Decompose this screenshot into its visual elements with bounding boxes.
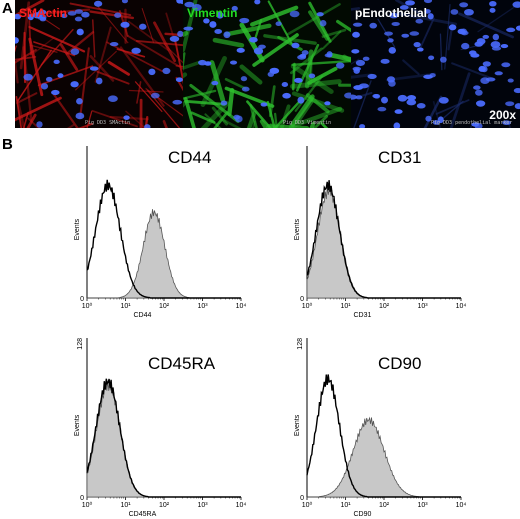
panel-a-letter: A bbox=[2, 0, 13, 17]
x-tick-label: 10⁰ bbox=[302, 501, 313, 509]
histogram-cd31-title: CD31 bbox=[378, 148, 422, 167]
histogram-filled-series bbox=[306, 187, 461, 299]
y-tick-label: 0 bbox=[300, 296, 304, 303]
y-axis-label: Events bbox=[74, 414, 81, 436]
micrograph-label-vimentin: Vimentin bbox=[187, 6, 238, 20]
micrograph-nuclei bbox=[15, 0, 183, 128]
x-tick-label: 10⁴ bbox=[456, 502, 467, 509]
histogram-cd45ra: 0 128 Events 10⁰ 10¹ 10² 10³ 10⁴ CD45RA CD45RA bbox=[60, 332, 260, 519]
histogram-cd90-plot: 0 128 Events 10⁰ 10¹ 10² 10³ 10⁴ CD90 bbox=[294, 338, 467, 518]
y-axis-label: Events bbox=[294, 414, 301, 436]
micrograph-label-smactin: SMActin bbox=[19, 6, 67, 20]
x-tick-label: 10¹ bbox=[120, 502, 131, 509]
x-tick-label: 10¹ bbox=[340, 303, 351, 310]
histogram-cd90: 0 128 Events 10⁰ 10¹ 10² 10³ 10⁴ CD90 CD90 bbox=[280, 332, 480, 519]
micrograph-footer-smactin: Pig DD3 SMActin bbox=[85, 120, 131, 126]
micrograph-nuclei bbox=[351, 0, 520, 128]
x-tick-label: 10³ bbox=[197, 502, 208, 509]
histogram-cd44-plot: 0 Events 10⁰ 10¹ 10² 10³ 10⁴ CD44 bbox=[74, 146, 247, 319]
x-axis-label: CD44 bbox=[133, 312, 151, 319]
micrograph-smactin: SMActin Pig DD3 SMActin bbox=[15, 0, 183, 128]
micrograph-pendothelial: pEndothelial 200x Pig DD3 pendothelial m… bbox=[351, 0, 520, 128]
histogram-cd31-plot: 0 Events 10⁰ 10¹ 10² 10³ 10⁴ CD31 bbox=[294, 146, 467, 319]
magnification-label: 200x bbox=[489, 108, 516, 122]
histogram-filled-series bbox=[87, 209, 241, 299]
x-tick-label: 10⁰ bbox=[82, 501, 93, 509]
micrograph-label-pendothelial: pEndothelial bbox=[355, 6, 427, 20]
x-tick-label: 10³ bbox=[417, 502, 428, 509]
x-tick-label: 10⁰ bbox=[302, 302, 313, 310]
micrograph-vimentin-image bbox=[183, 0, 351, 128]
x-axis-label: CD31 bbox=[353, 312, 371, 319]
y-axis-label: Events bbox=[294, 218, 301, 240]
y-tick-label: 128 bbox=[77, 338, 84, 350]
histogram-cd44: 0 Events 10⁰ 10¹ 10² 10³ 10⁴ CD44 CD44 bbox=[60, 140, 260, 320]
histogram-outline-series bbox=[306, 180, 461, 299]
x-tick-label: 10⁴ bbox=[236, 303, 247, 310]
histogram-outline-series bbox=[306, 374, 461, 498]
histogram-cd31: 0 Events 10⁰ 10¹ 10² 10³ 10⁴ CD31 CD31 bbox=[280, 140, 480, 320]
x-axis-label: CD90 bbox=[353, 511, 371, 518]
micrograph-strip: SMActin Pig DD3 SMActin Vimentin Pig DD3… bbox=[15, 0, 520, 128]
histogram-cd90-title: CD90 bbox=[378, 354, 422, 373]
y-tick-label: 128 bbox=[297, 338, 304, 350]
x-tick-label: 10² bbox=[159, 303, 170, 310]
x-tick-label: 10⁴ bbox=[456, 303, 467, 310]
x-tick-label: 10² bbox=[159, 502, 170, 509]
histogram-cd45ra-title: CD45RA bbox=[148, 354, 216, 373]
micrograph-nuclei bbox=[183, 0, 351, 123]
micrograph-fibers bbox=[183, 0, 351, 128]
y-axis-label: Events bbox=[74, 218, 81, 240]
micrograph-fibers bbox=[351, 0, 520, 128]
y-tick-label: 0 bbox=[80, 296, 84, 303]
x-tick-label: 10¹ bbox=[120, 303, 131, 310]
micrograph-pendothelial-image bbox=[351, 0, 520, 128]
histogram-cd44-title: CD44 bbox=[168, 148, 212, 167]
panel-b-letter: B bbox=[2, 136, 13, 153]
y-tick-label: 0 bbox=[300, 495, 304, 502]
x-tick-label: 10¹ bbox=[340, 502, 351, 509]
histogram-filled-series bbox=[86, 380, 241, 498]
micrograph-vimentin: Vimentin Pig DD3 Vimentin bbox=[183, 0, 351, 128]
x-tick-label: 10³ bbox=[197, 303, 208, 310]
histogram-outline-series bbox=[86, 179, 241, 299]
x-tick-label: 10² bbox=[379, 502, 390, 509]
y-tick-label: 0 bbox=[80, 495, 84, 502]
x-tick-label: 10² bbox=[379, 303, 390, 310]
micrograph-smactin-image bbox=[15, 0, 183, 128]
micrograph-footer-vimentin: Pig DD3 Vimentin bbox=[283, 120, 332, 126]
histogram-outline-series bbox=[86, 378, 241, 498]
x-axis-label: CD45RA bbox=[129, 511, 157, 518]
x-tick-label: 10³ bbox=[417, 303, 428, 310]
histogram-cd45ra-plot: 0 128 Events 10⁰ 10¹ 10² 10³ 10⁴ CD45RA bbox=[74, 338, 247, 518]
x-tick-label: 10⁰ bbox=[82, 302, 93, 310]
micrograph-footer-pendothelial: Pig DD3 pendothelial marker bbox=[431, 120, 513, 126]
histogram-filled-series bbox=[307, 416, 461, 498]
x-tick-label: 10⁴ bbox=[236, 502, 247, 509]
